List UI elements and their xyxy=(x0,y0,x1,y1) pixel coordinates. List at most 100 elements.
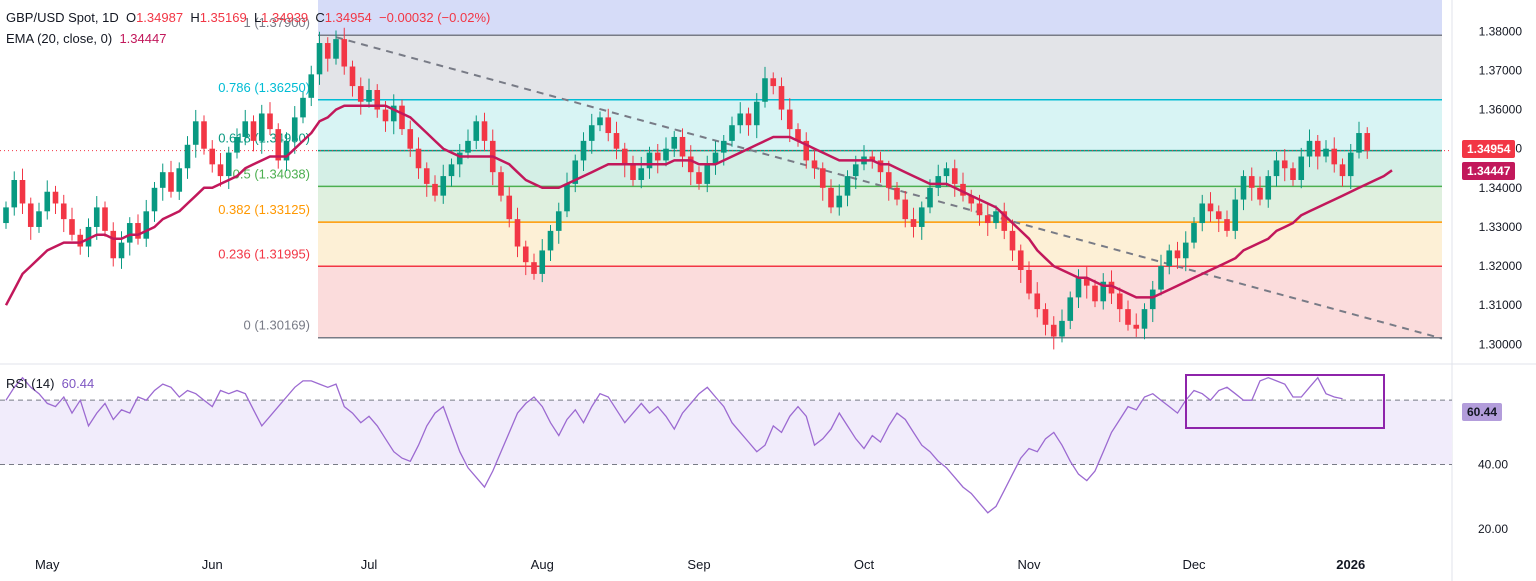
ema-legend-value: 1.34447 xyxy=(119,31,167,46)
candle-body xyxy=(580,140,587,161)
candle-body xyxy=(1050,324,1057,337)
candle-body xyxy=(506,195,513,220)
fib-level-label: 1 (1.37900) xyxy=(244,15,311,30)
candle-body xyxy=(423,168,430,184)
rsi-label: RSI (14) xyxy=(6,376,55,391)
candle-body xyxy=(1083,277,1090,286)
candle-body xyxy=(696,172,702,184)
candle-body xyxy=(786,109,793,130)
candle-body xyxy=(819,168,826,188)
candle-body xyxy=(1347,152,1354,177)
candle-body xyxy=(588,125,595,141)
candle-body xyxy=(894,187,900,200)
candle-body xyxy=(960,183,966,196)
ema-line xyxy=(4,104,1393,306)
rsi-polyline xyxy=(5,376,1343,514)
fib-level-label: 0.786 (1.36250) xyxy=(218,80,310,95)
candle-body xyxy=(687,156,694,173)
candle-body xyxy=(250,121,257,141)
price-tick-label: 1.34000 xyxy=(1479,181,1523,195)
candle-body xyxy=(11,180,18,208)
candle-body xyxy=(283,140,290,161)
candle-body xyxy=(1314,140,1321,157)
candle-body xyxy=(44,191,51,212)
candle-body xyxy=(374,90,381,110)
candle-body xyxy=(399,105,405,130)
candle-body xyxy=(976,203,983,216)
candle-body xyxy=(1174,250,1181,259)
candle-body xyxy=(126,223,133,243)
candle-body xyxy=(918,207,925,227)
ema-polyline xyxy=(4,104,1393,306)
close-value: 1.34954 xyxy=(324,10,372,25)
candle-body xyxy=(275,129,282,161)
candle-body xyxy=(902,199,909,220)
fib-band-top xyxy=(318,0,1442,36)
candle-body xyxy=(1356,133,1362,153)
candle-body xyxy=(1026,270,1032,294)
candle-body xyxy=(597,117,603,126)
candle-body xyxy=(93,207,100,227)
rsi-tick-label: 40.00 xyxy=(1478,458,1508,472)
time-tick-label: Dec xyxy=(1182,557,1206,572)
candle-body xyxy=(3,207,9,224)
candle-body xyxy=(291,117,298,141)
candle-body xyxy=(143,211,150,239)
fib-level-label: 0.5 (1.34038) xyxy=(233,166,310,181)
candle-body xyxy=(168,172,174,192)
candle-body xyxy=(1232,199,1239,231)
candle-body xyxy=(828,187,834,208)
candle-body xyxy=(1017,250,1024,270)
candle-body xyxy=(1108,281,1115,294)
candle-body xyxy=(300,97,306,118)
fibonacci-bands: 1 (1.37900)0.786 (1.36250)0.618 (1.34950… xyxy=(218,0,1442,339)
time-tick-label: Oct xyxy=(854,557,875,572)
candle-body xyxy=(770,78,777,87)
symbol-title: GBP/USD Spot, 1D xyxy=(6,10,119,25)
candle-body xyxy=(1149,289,1156,310)
fib-band xyxy=(318,222,1442,267)
candle-body xyxy=(448,164,455,177)
candle-body xyxy=(1257,187,1263,200)
fib-level-label: 0.382 (1.33125) xyxy=(218,202,310,217)
candle-body xyxy=(564,183,570,212)
candle-body xyxy=(432,183,438,196)
candle-body xyxy=(69,219,75,235)
candle-body xyxy=(19,180,26,204)
open-value: 1.34987 xyxy=(136,10,184,25)
close-label: C xyxy=(315,10,325,25)
time-tick-label: May xyxy=(35,557,60,572)
candle-body xyxy=(1067,297,1074,321)
candlestick-series xyxy=(3,27,1371,350)
candle-body xyxy=(267,113,273,130)
candle-body xyxy=(968,195,975,204)
change-value: −0.00032 (−0.02%) xyxy=(379,10,491,25)
candle-body xyxy=(1116,293,1123,310)
candle-body xyxy=(555,211,562,231)
price-tick-label: 1.31000 xyxy=(1479,298,1523,312)
candle-body xyxy=(1125,309,1131,325)
fib-band xyxy=(318,266,1442,338)
candle-body xyxy=(1224,219,1230,231)
fib-band xyxy=(318,35,1442,100)
candle-body xyxy=(357,86,364,102)
time-axis: May Jun Jul Aug Sep Oct Nov Dec 2026 xyxy=(35,557,1365,572)
candle-body xyxy=(407,129,414,149)
candle-body xyxy=(539,250,546,274)
open-label: O xyxy=(125,10,137,25)
candle-body xyxy=(1133,324,1140,329)
candle-body xyxy=(217,164,224,177)
rsi-tick-label: 20.00 xyxy=(1478,522,1508,536)
candle-body xyxy=(1331,148,1338,165)
candle-body xyxy=(1009,230,1016,251)
price-tick-label: 1.32000 xyxy=(1479,259,1523,273)
candle-body xyxy=(366,90,372,102)
candle-body xyxy=(1182,242,1189,259)
high-label: H xyxy=(190,10,200,25)
candle-body xyxy=(118,242,125,259)
candle-body xyxy=(390,105,397,122)
candle-body xyxy=(1215,211,1222,220)
candle-body xyxy=(333,39,339,59)
candle-body xyxy=(456,152,463,165)
